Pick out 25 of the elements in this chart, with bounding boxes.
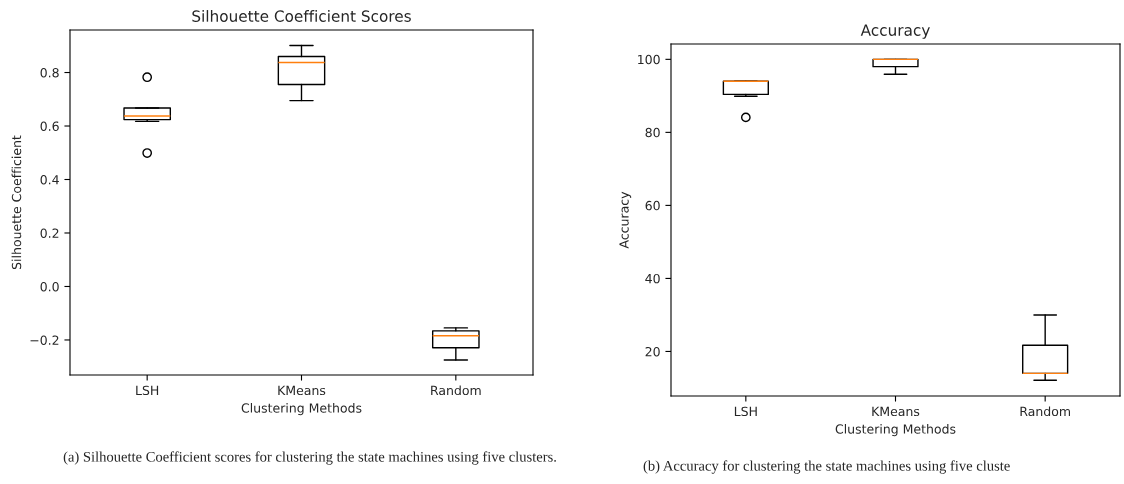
x-tick-label: LSH (136, 385, 159, 396)
y-tick-label: 40 (645, 273, 660, 284)
y-axis-title: Silhouette Coefficient (11, 135, 22, 270)
y-tick-label: 0.6 (40, 121, 59, 131)
y-tick-label: 0.0 (40, 281, 59, 292)
y-tick-label: 20 (645, 346, 660, 357)
chart-title: Silhouette Coefficient Scores (192, 10, 411, 22)
y-tick-label: 100 (638, 54, 660, 65)
text: (b) Accuracy for clustering the state machines using five cluste (643, 460, 1010, 474)
x-axis-title: Clustering Methods (241, 403, 362, 416)
y-tick-label: 80 (645, 127, 660, 138)
y-tick-label: 60 (645, 200, 660, 211)
y-tick-label: 0.4 (40, 174, 59, 185)
y-tick-label: −0.2 (30, 335, 59, 345)
chart-title: Accuracy (860, 24, 930, 39)
x-tick-label: KMeans (872, 406, 920, 417)
y-tick-label: 0.8 (40, 67, 59, 78)
text: (a) Silhouette Coefficient scores for clustering the state machines using five clusters. (63, 451, 556, 465)
y-axis-title: Accuracy (619, 191, 632, 249)
x-axis-title: Clustering Methods (835, 424, 956, 437)
x-tick-label: LSH (734, 406, 757, 417)
x-tick-label: Random (431, 385, 481, 396)
x-tick-label: Random (1020, 406, 1070, 417)
y-tick-label: 0.2 (40, 228, 59, 238)
x-tick-label: KMeans (278, 385, 326, 396)
